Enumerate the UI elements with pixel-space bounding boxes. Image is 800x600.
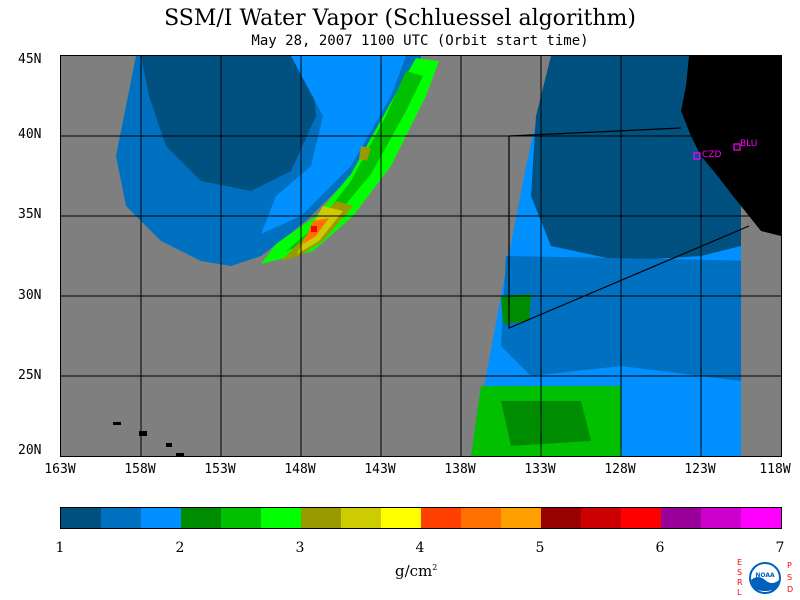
lat-label-30n: 30N (18, 288, 42, 303)
units-text: g/cm (395, 562, 433, 580)
colorbar-tick-7: 7 (775, 540, 785, 556)
lat-label-20n: 20N (18, 443, 42, 458)
noaa-emblem-text: NOAA (755, 572, 775, 579)
hawaii-island-2 (139, 431, 147, 436)
water-vapor-colorbar (60, 507, 782, 529)
hawaii-island-3 (166, 443, 172, 447)
lon-label-153w: 153W (204, 462, 236, 477)
colorbar-swatch-1 (101, 508, 141, 528)
logo-letter-p: P (787, 561, 792, 570)
station-marker-blu[interactable] (733, 143, 741, 151)
colorbar-tick-3: 3 (295, 540, 305, 556)
logo-letter-s2: S (787, 573, 792, 582)
lon-label-138w: 138W (444, 462, 476, 477)
lon-label-123w: 123W (684, 462, 716, 477)
colorbar-swatch-9 (421, 508, 461, 528)
hawaii-island-1 (113, 422, 121, 425)
latitude-gridlines (61, 135, 781, 377)
moisture-plume-olive-north (359, 146, 371, 161)
moisture-plume-mid-green (286, 71, 423, 251)
colorbar-swatch-16 (701, 508, 741, 528)
colorbar-swatch-15 (661, 508, 701, 528)
colorbar-tick-4: 4 (415, 540, 425, 556)
colorbar-swatch-4 (221, 508, 261, 528)
colorbar-tick-2: 2 (175, 540, 185, 556)
analysis-region-outline (508, 127, 750, 329)
colorbar-swatch-8 (381, 508, 421, 528)
colorbar-tick-6: 6 (655, 540, 665, 556)
colorbar-units: g/cm2 (395, 562, 437, 580)
logo-letter-l: L (737, 588, 742, 597)
lon-label-133w: 133W (524, 462, 556, 477)
logo-letter-s: S (737, 568, 742, 577)
colorbar-swatch-6 (301, 508, 341, 528)
page-title: SSM/I Water Vapor (Schluessel algorithm) (164, 6, 636, 31)
east-swath-mid-blue (501, 256, 781, 386)
station-label-czd: CZD (702, 150, 721, 160)
colorbar-swatch-2 (141, 508, 181, 528)
logo-letter-r: R (737, 578, 743, 587)
east-swath-green-dark (501, 401, 591, 446)
noaa-emblem-wave (751, 577, 779, 591)
colorbar-swatch-5 (261, 508, 301, 528)
noaa-esrl-psd-logo: E S R L NOAA P S D (737, 558, 793, 597)
lon-label-118w: 118W (759, 462, 791, 477)
colorbar-swatch-7 (341, 508, 381, 528)
colorbar-swatch-13 (581, 508, 621, 528)
logo-letter-d: D (787, 585, 793, 594)
map-canvas: CZD BLU (61, 56, 781, 456)
colorbar-swatch-14 (621, 508, 661, 528)
lat-label-45n: 45N (18, 52, 42, 67)
logo-letter-e: E (737, 558, 742, 567)
hawaii-island-4 (176, 453, 184, 456)
colorbar-swatch-11 (501, 508, 541, 528)
north-america-land (681, 56, 781, 236)
colorbar-tick-1: 1 (55, 540, 65, 556)
map-subtitle: May 28, 2007 1100 UTC (Orbit start time) (251, 33, 589, 49)
lon-label-163w: 163W (44, 462, 76, 477)
colorbar-swatch-17 (741, 508, 781, 528)
lon-label-158w: 158W (124, 462, 156, 477)
west-swath-light-blue (261, 56, 406, 234)
units-exponent: 2 (432, 563, 438, 572)
colorbar-swatch-10 (461, 508, 501, 528)
lat-label-35n: 35N (18, 207, 42, 222)
colorbar-swatch-3 (181, 508, 221, 528)
colorbar-swatch-0 (61, 508, 101, 528)
colorbar-tick-5: 5 (535, 540, 545, 556)
lon-label-128w: 128W (604, 462, 636, 477)
east-swath-green-mid (501, 294, 531, 324)
lon-label-143w: 143W (364, 462, 396, 477)
lon-label-148w: 148W (284, 462, 316, 477)
moisture-plume-red (311, 226, 317, 232)
lat-label-25n: 25N (18, 368, 42, 383)
longitude-gridlines (140, 56, 702, 456)
west-swath-dark-blue (141, 56, 316, 191)
colorbar-swatch-12 (541, 508, 581, 528)
water-vapor-map[interactable]: CZD BLU (60, 55, 782, 457)
lat-label-40n: 40N (18, 127, 42, 142)
station-label-blu: BLU (740, 139, 757, 149)
station-marker-czd[interactable] (693, 152, 701, 160)
